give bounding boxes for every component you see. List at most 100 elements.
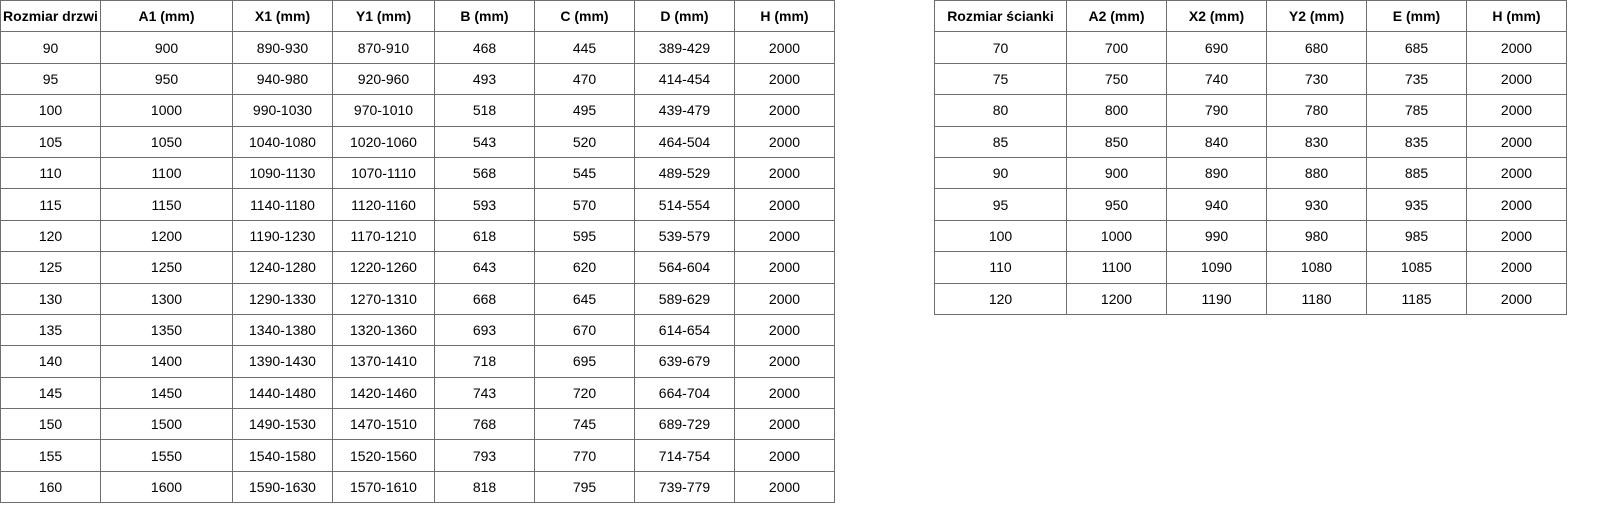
table-cell: 800 — [1066, 94, 1167, 127]
table-cell: 1180 — [1266, 282, 1367, 315]
table-cell: 980 — [1266, 219, 1367, 253]
table-cell: 2000 — [734, 439, 835, 472]
column-header: Y1 (mm) — [332, 0, 435, 33]
table-cell: 830 — [1266, 125, 1367, 158]
table-cell: 1400 — [100, 345, 233, 378]
table-row: 160 1600 1590-1630 1570-1610 818 795 739-779 20… — [0, 470, 835, 504]
table-cell: 1290-1330 — [232, 282, 333, 315]
table-cell: 95 — [0, 62, 101, 96]
table-cell: 1540-1580 — [232, 439, 333, 472]
table-cell: 900 — [100, 31, 233, 64]
table-row: 110 1100 1090 1080 1085 2000 — [934, 251, 1567, 284]
table-cell: 593 — [434, 188, 535, 221]
table-cell: 2000 — [734, 188, 835, 221]
table-cell: 1200 — [1066, 282, 1167, 315]
table-row: 140 1400 1390-1430 1370-1410 718 695 639-679 20… — [0, 345, 835, 378]
column-header: C (mm) — [534, 0, 635, 33]
table-cell: 743 — [434, 376, 535, 410]
table-cell: 130 — [0, 282, 101, 315]
table-cell: 95 — [934, 188, 1067, 221]
table-cell: 468 — [434, 31, 535, 64]
table-cell: 739-779 — [634, 470, 735, 504]
table-cell: 1100 — [1066, 251, 1167, 284]
table-cell: 1170-1210 — [332, 219, 435, 253]
header-row: Rozmiar drzwi A1 (mm) X1 (mm) Y1 (mm) B (mm)… — [0, 0, 835, 33]
table-row: 130 1300 1290-1330 1270-1310 668 645 589-629 20… — [0, 282, 835, 315]
table-cell: 1185 — [1366, 282, 1467, 315]
column-header: A2 (mm) — [1066, 0, 1167, 33]
table-row: 110 1100 1090-1130 1070-1110 568 545 489-529 20… — [0, 156, 835, 190]
table-cell: 1085 — [1366, 251, 1467, 284]
table-cell: 1050 — [100, 125, 233, 158]
table-cell: 514-554 — [634, 188, 735, 221]
table-cell: 2000 — [734, 313, 835, 347]
table-cell: 2000 — [1466, 156, 1567, 190]
table-cell: 1300 — [100, 282, 233, 315]
column-header: Rozmiar drzwi — [0, 0, 101, 33]
table-cell: 2000 — [734, 376, 835, 410]
table-cell: 125 — [0, 251, 101, 284]
table-row: 95 950 940-980 920-960 493 470 414-454 2000 — [0, 62, 835, 96]
table-cell: 110 — [0, 156, 101, 190]
table-cell: 685 — [1366, 31, 1467, 64]
table-cell: 1500 — [100, 408, 233, 441]
table-cell: 155 — [0, 439, 101, 472]
table-cell: 618 — [434, 219, 535, 253]
table-cell: 110 — [934, 251, 1067, 284]
table-cell: 700 — [1066, 31, 1167, 64]
table-cell: 1370-1410 — [332, 345, 435, 378]
table-cell: 1590-1630 — [232, 470, 333, 504]
table-cell: 768 — [434, 408, 535, 441]
table-cell: 643 — [434, 251, 535, 284]
table-cell: 930 — [1266, 188, 1367, 221]
column-header: Y2 (mm) — [1266, 0, 1367, 33]
table-cell: 1490-1530 — [232, 408, 333, 441]
column-header: Rozmiar ścianki — [934, 0, 1067, 33]
column-header: H (mm) — [734, 0, 835, 33]
table-cell: 100 — [934, 219, 1067, 253]
table-cell: 2000 — [1466, 251, 1567, 284]
table-cell: 493 — [434, 62, 535, 96]
table-cell: 543 — [434, 125, 535, 158]
table-cell: 639-679 — [634, 345, 735, 378]
table-cell: 2000 — [734, 345, 835, 378]
table-cell: 1190 — [1166, 282, 1267, 315]
table-cell: 1440-1480 — [232, 376, 333, 410]
table-cell: 780 — [1266, 94, 1367, 127]
column-header: B (mm) — [434, 0, 535, 33]
table-cell: 1220-1260 — [332, 251, 435, 284]
column-header: H (mm) — [1466, 0, 1567, 33]
table-cell: 70 — [934, 31, 1067, 64]
table-row: 135 1350 1340-1380 1320-1360 693 670 614-654 20… — [0, 313, 835, 347]
table-cell: 750 — [1066, 62, 1167, 96]
table-cell: 539-579 — [634, 219, 735, 253]
table-cell: 890 — [1166, 156, 1267, 190]
table-cell: 1390-1430 — [232, 345, 333, 378]
table-cell: 100 — [0, 94, 101, 127]
table-cell: 564-604 — [634, 251, 735, 284]
table-cell: 689-729 — [634, 408, 735, 441]
table-cell: 2000 — [1466, 188, 1567, 221]
column-header: A1 (mm) — [100, 0, 233, 33]
table-cell: 1340-1380 — [232, 313, 333, 347]
table-cell: 735 — [1366, 62, 1467, 96]
table-cell: 970-1010 — [332, 94, 435, 127]
table-cell: 850 — [1066, 125, 1167, 158]
table-cell: 2000 — [734, 125, 835, 158]
table-cell: 1570-1610 — [332, 470, 435, 504]
table-cell: 1320-1360 — [332, 313, 435, 347]
table-row: 90 900 890 880 885 2000 — [934, 156, 1567, 190]
table-cell: 990 — [1166, 219, 1267, 253]
table-cell: 90 — [0, 31, 101, 64]
table-row: 85 850 840 830 835 2000 — [934, 125, 1567, 158]
table-cell: 570 — [534, 188, 635, 221]
table-cell: 1150 — [100, 188, 233, 221]
table-cell: 790 — [1166, 94, 1267, 127]
table-cell: 2000 — [1466, 219, 1567, 253]
table-cell: 150 — [0, 408, 101, 441]
table-cell: 90 — [934, 156, 1067, 190]
table-cell: 1000 — [100, 94, 233, 127]
table-cell: 920-960 — [332, 62, 435, 96]
table-cell: 80 — [934, 94, 1067, 127]
table-cell: 885 — [1366, 156, 1467, 190]
